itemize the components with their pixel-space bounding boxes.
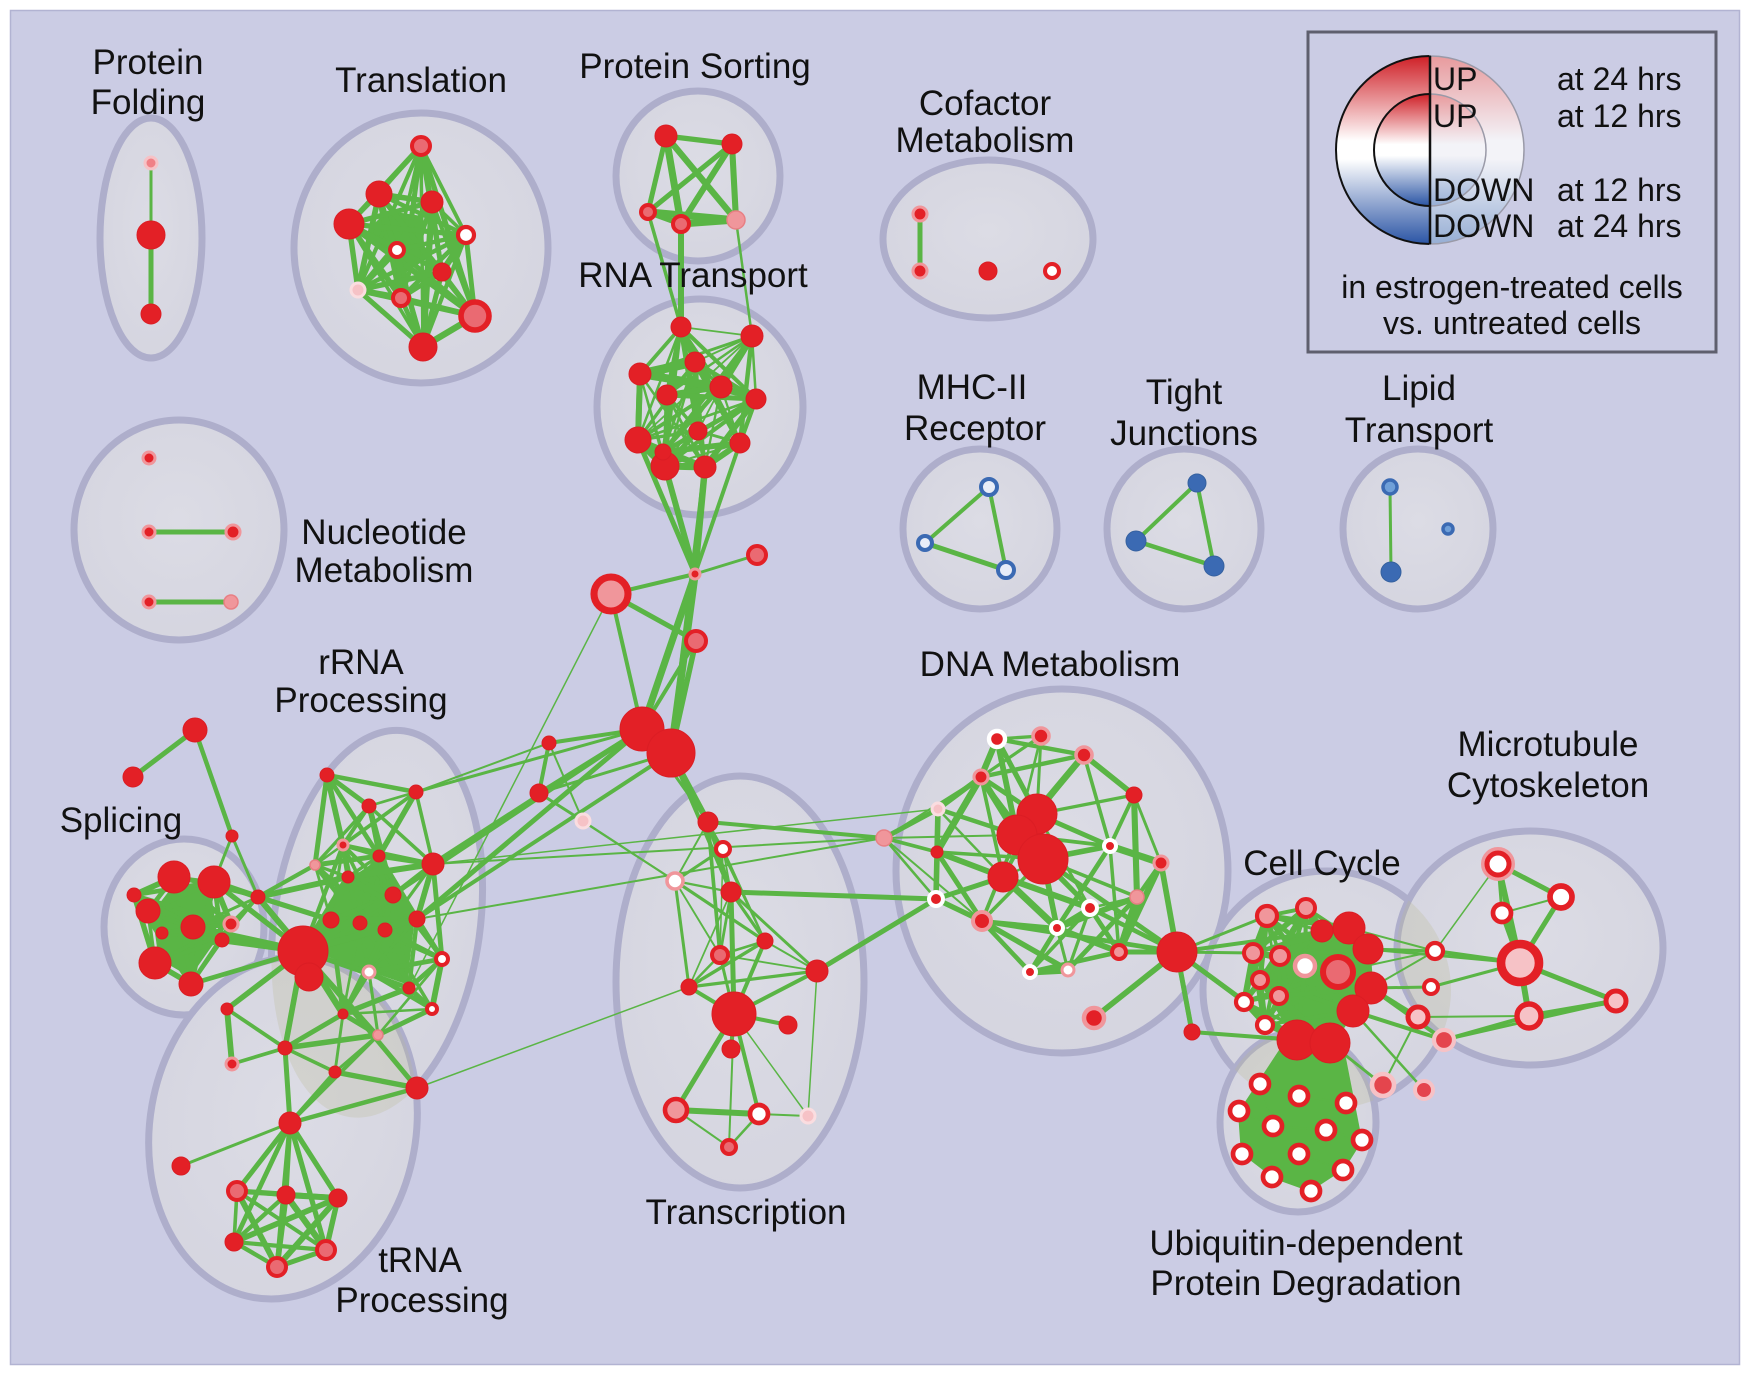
- svg-text:vs. untreated cells: vs. untreated cells: [1383, 305, 1641, 341]
- svg-text:Splicing: Splicing: [60, 801, 183, 840]
- svg-text:Receptor: Receptor: [904, 409, 1046, 448]
- svg-text:RNA Transport: RNA Transport: [578, 256, 808, 295]
- svg-text:Junctions: Junctions: [1110, 414, 1258, 453]
- svg-text:Protein: Protein: [93, 43, 204, 82]
- svg-text:at 24 hrs: at 24 hrs: [1557, 61, 1682, 97]
- svg-text:rRNA: rRNA: [318, 643, 404, 682]
- svg-text:UP: UP: [1433, 98, 1477, 134]
- svg-text:Metabolism: Metabolism: [295, 551, 474, 590]
- svg-text:UP: UP: [1433, 61, 1477, 97]
- svg-text:DOWN: DOWN: [1433, 172, 1534, 208]
- svg-text:tRNA: tRNA: [378, 1241, 462, 1280]
- svg-text:at 24 hrs: at 24 hrs: [1557, 208, 1682, 244]
- svg-text:DOWN: DOWN: [1433, 208, 1534, 244]
- svg-text:Transport: Transport: [1345, 411, 1494, 450]
- svg-text:Protein Degradation: Protein Degradation: [1150, 1264, 1461, 1303]
- svg-text:Translation: Translation: [335, 61, 507, 100]
- svg-text:DNA Metabolism: DNA Metabolism: [920, 645, 1181, 684]
- svg-text:Ubiquitin-dependent: Ubiquitin-dependent: [1149, 1224, 1463, 1263]
- svg-text:at 12 hrs: at 12 hrs: [1557, 172, 1682, 208]
- svg-text:Folding: Folding: [91, 83, 206, 122]
- svg-text:Cofactor: Cofactor: [919, 84, 1052, 123]
- svg-text:Protein Sorting: Protein Sorting: [579, 47, 811, 86]
- svg-text:Lipid: Lipid: [1382, 369, 1456, 408]
- svg-text:at 12 hrs: at 12 hrs: [1557, 98, 1682, 134]
- svg-text:Metabolism: Metabolism: [896, 121, 1075, 160]
- svg-text:Microtubule: Microtubule: [1458, 725, 1639, 764]
- svg-text:Cell Cycle: Cell Cycle: [1243, 844, 1401, 883]
- svg-text:Cytoskeleton: Cytoskeleton: [1447, 766, 1649, 805]
- svg-text:Processing: Processing: [274, 681, 447, 720]
- svg-text:Transcription: Transcription: [646, 1193, 847, 1232]
- svg-text:Processing: Processing: [335, 1281, 508, 1320]
- svg-text:MHC-II: MHC-II: [917, 368, 1028, 407]
- svg-text:Tight: Tight: [1146, 373, 1223, 412]
- svg-text:in estrogen-treated cells: in estrogen-treated cells: [1341, 269, 1683, 305]
- svg-text:Nucleotide: Nucleotide: [301, 513, 466, 552]
